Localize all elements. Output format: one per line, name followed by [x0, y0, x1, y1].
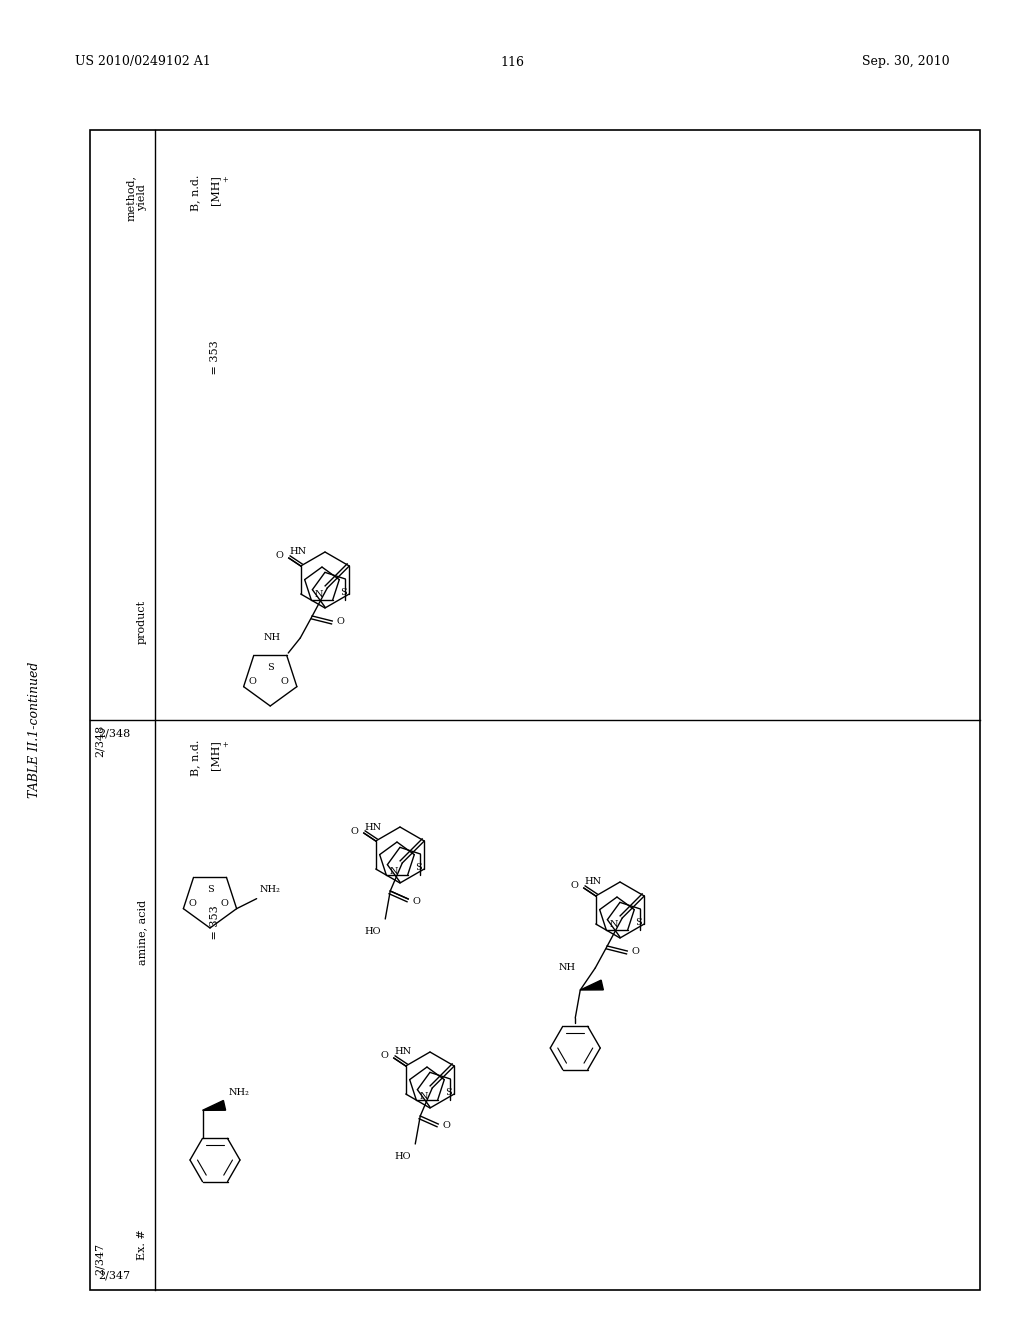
Text: S: S: [415, 863, 422, 873]
Text: Ex. #: Ex. #: [137, 1229, 147, 1261]
Text: 2/347: 2/347: [95, 1243, 105, 1275]
Text: NH: NH: [558, 964, 575, 973]
Polygon shape: [203, 1101, 225, 1110]
Text: HN: HN: [365, 822, 382, 832]
Text: method,
yield: method, yield: [125, 176, 147, 220]
Text: HN: HN: [395, 1048, 412, 1056]
Text: O: O: [570, 882, 579, 891]
Text: O: O: [336, 616, 344, 626]
Polygon shape: [581, 981, 603, 990]
Text: S: S: [207, 886, 213, 895]
Text: O: O: [248, 677, 256, 686]
Text: S: S: [340, 587, 346, 597]
Text: B, n.d.: B, n.d.: [190, 741, 200, 776]
Text: TABLE II.1-continued: TABLE II.1-continued: [29, 661, 42, 799]
Text: HN: HN: [585, 878, 602, 887]
Text: N: N: [314, 590, 324, 599]
Text: = 353: = 353: [210, 906, 220, 942]
Text: 2/347: 2/347: [98, 1270, 130, 1280]
Text: O: O: [351, 826, 358, 836]
Text: N: N: [390, 867, 398, 876]
Text: NH₂: NH₂: [260, 884, 281, 894]
Text: [MH]: [MH]: [210, 176, 220, 205]
Text: O: O: [275, 552, 284, 561]
Text: N: N: [420, 1092, 428, 1101]
Text: B, n.d.: B, n.d.: [190, 176, 200, 211]
Text: O: O: [188, 899, 196, 908]
Text: S: S: [444, 1088, 452, 1097]
Text: product: product: [137, 601, 147, 644]
Text: Sep. 30, 2010: Sep. 30, 2010: [862, 55, 950, 69]
Bar: [90, 129, 980, 1290]
Text: +: +: [222, 176, 230, 182]
Text: 2/348: 2/348: [95, 725, 105, 758]
Text: O: O: [220, 899, 228, 908]
Text: O: O: [631, 946, 639, 956]
Text: NH₂: NH₂: [228, 1088, 250, 1097]
Text: 116: 116: [500, 55, 524, 69]
Text: N: N: [609, 920, 618, 929]
Text: O: O: [413, 896, 420, 906]
Text: US 2010/0249102 A1: US 2010/0249102 A1: [75, 55, 211, 69]
Text: HN: HN: [290, 548, 307, 557]
Text: amine, acid: amine, acid: [137, 900, 147, 965]
Text: O: O: [281, 677, 288, 686]
Text: O: O: [381, 1052, 389, 1060]
Text: HO: HO: [365, 927, 381, 936]
Text: [MH]: [MH]: [210, 741, 220, 770]
Text: = 353: = 353: [210, 341, 220, 378]
Text: HO: HO: [394, 1152, 412, 1162]
Text: S: S: [267, 664, 273, 672]
Text: S: S: [635, 917, 642, 927]
Text: +: +: [222, 741, 230, 747]
Text: 2/348: 2/348: [98, 729, 130, 738]
Text: NH: NH: [263, 634, 281, 643]
Text: O: O: [442, 1122, 451, 1130]
